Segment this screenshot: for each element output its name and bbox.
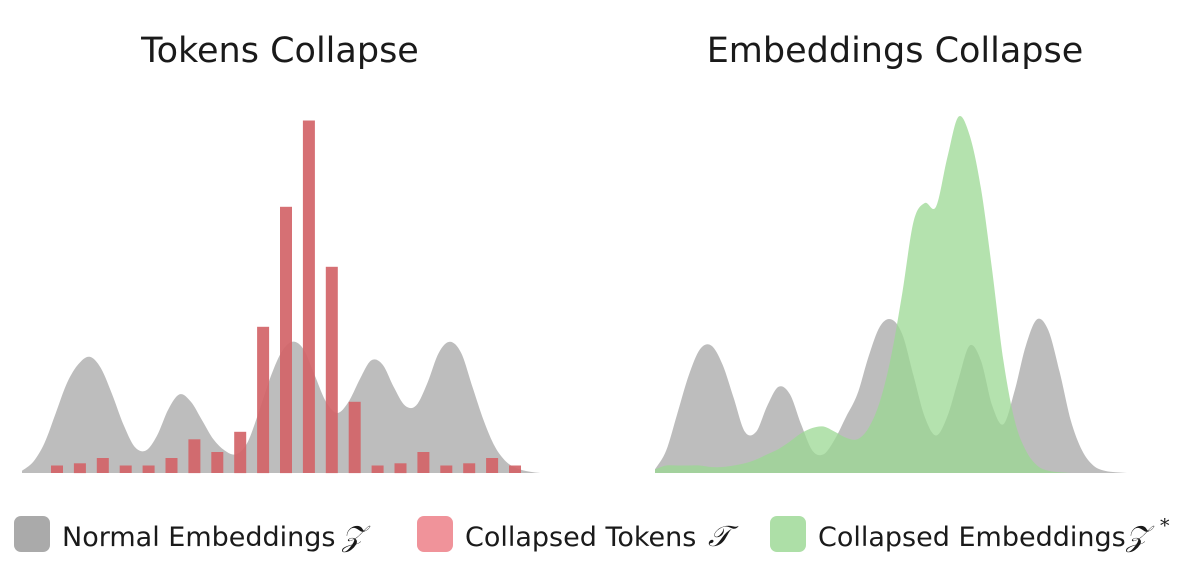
token-bar	[325, 266, 338, 474]
legend-label-normal: Normal Embeddings	[62, 522, 335, 553]
token-bar	[302, 120, 315, 473]
token-bar	[188, 439, 201, 474]
legend-superscript-collapsed: *	[1160, 515, 1170, 537]
tokens-collapse-panel: Tokens Collapse	[22, 31, 540, 474]
legend-swatch-normal	[14, 516, 50, 552]
token-bar	[234, 431, 247, 474]
legend-item-collapsed: Collapsed Embeddings 𝒵 *	[770, 515, 1170, 553]
legend-symbol-tokens: 𝒯	[708, 519, 739, 553]
legend: Normal Embeddings 𝒵 Collapsed Tokens 𝒯 C…	[14, 515, 1170, 553]
token-bar	[348, 401, 361, 474]
token-bar	[257, 326, 270, 474]
token-bar	[394, 463, 407, 474]
token-bar	[371, 465, 384, 473]
token-bar	[509, 465, 521, 473]
legend-swatch-collapsed	[770, 516, 806, 552]
legend-label-tokens: Collapsed Tokens	[465, 522, 696, 553]
token-bar	[463, 463, 476, 474]
token-bar	[119, 465, 132, 473]
legend-swatch-tokens	[417, 516, 453, 552]
legend-item-tokens: Collapsed Tokens 𝒯	[417, 516, 739, 553]
token-bar	[96, 458, 109, 473]
collapsed-embeddings-area	[655, 116, 1172, 473]
token-bar	[165, 458, 178, 473]
legend-item-normal: Normal Embeddings 𝒵	[14, 516, 371, 553]
collapsed-token-bars	[51, 120, 521, 474]
tokens-collapse-title: Tokens Collapse	[140, 31, 419, 71]
embeddings-collapse-panel: Embeddings Collapse	[655, 31, 1172, 473]
token-bar	[51, 465, 63, 473]
embeddings-collapse-title: Embeddings Collapse	[707, 31, 1084, 71]
token-bar	[73, 463, 86, 474]
legend-symbol-normal: 𝒵	[341, 519, 371, 553]
token-bar	[440, 465, 453, 473]
token-bar	[486, 458, 499, 473]
token-bar	[280, 206, 292, 474]
token-bar	[417, 452, 430, 473]
token-bar	[142, 465, 155, 473]
token-bar	[211, 452, 224, 473]
legend-symbol-collapsed: 𝒵	[1125, 519, 1155, 553]
legend-label-collapsed: Collapsed Embeddings	[818, 522, 1126, 553]
